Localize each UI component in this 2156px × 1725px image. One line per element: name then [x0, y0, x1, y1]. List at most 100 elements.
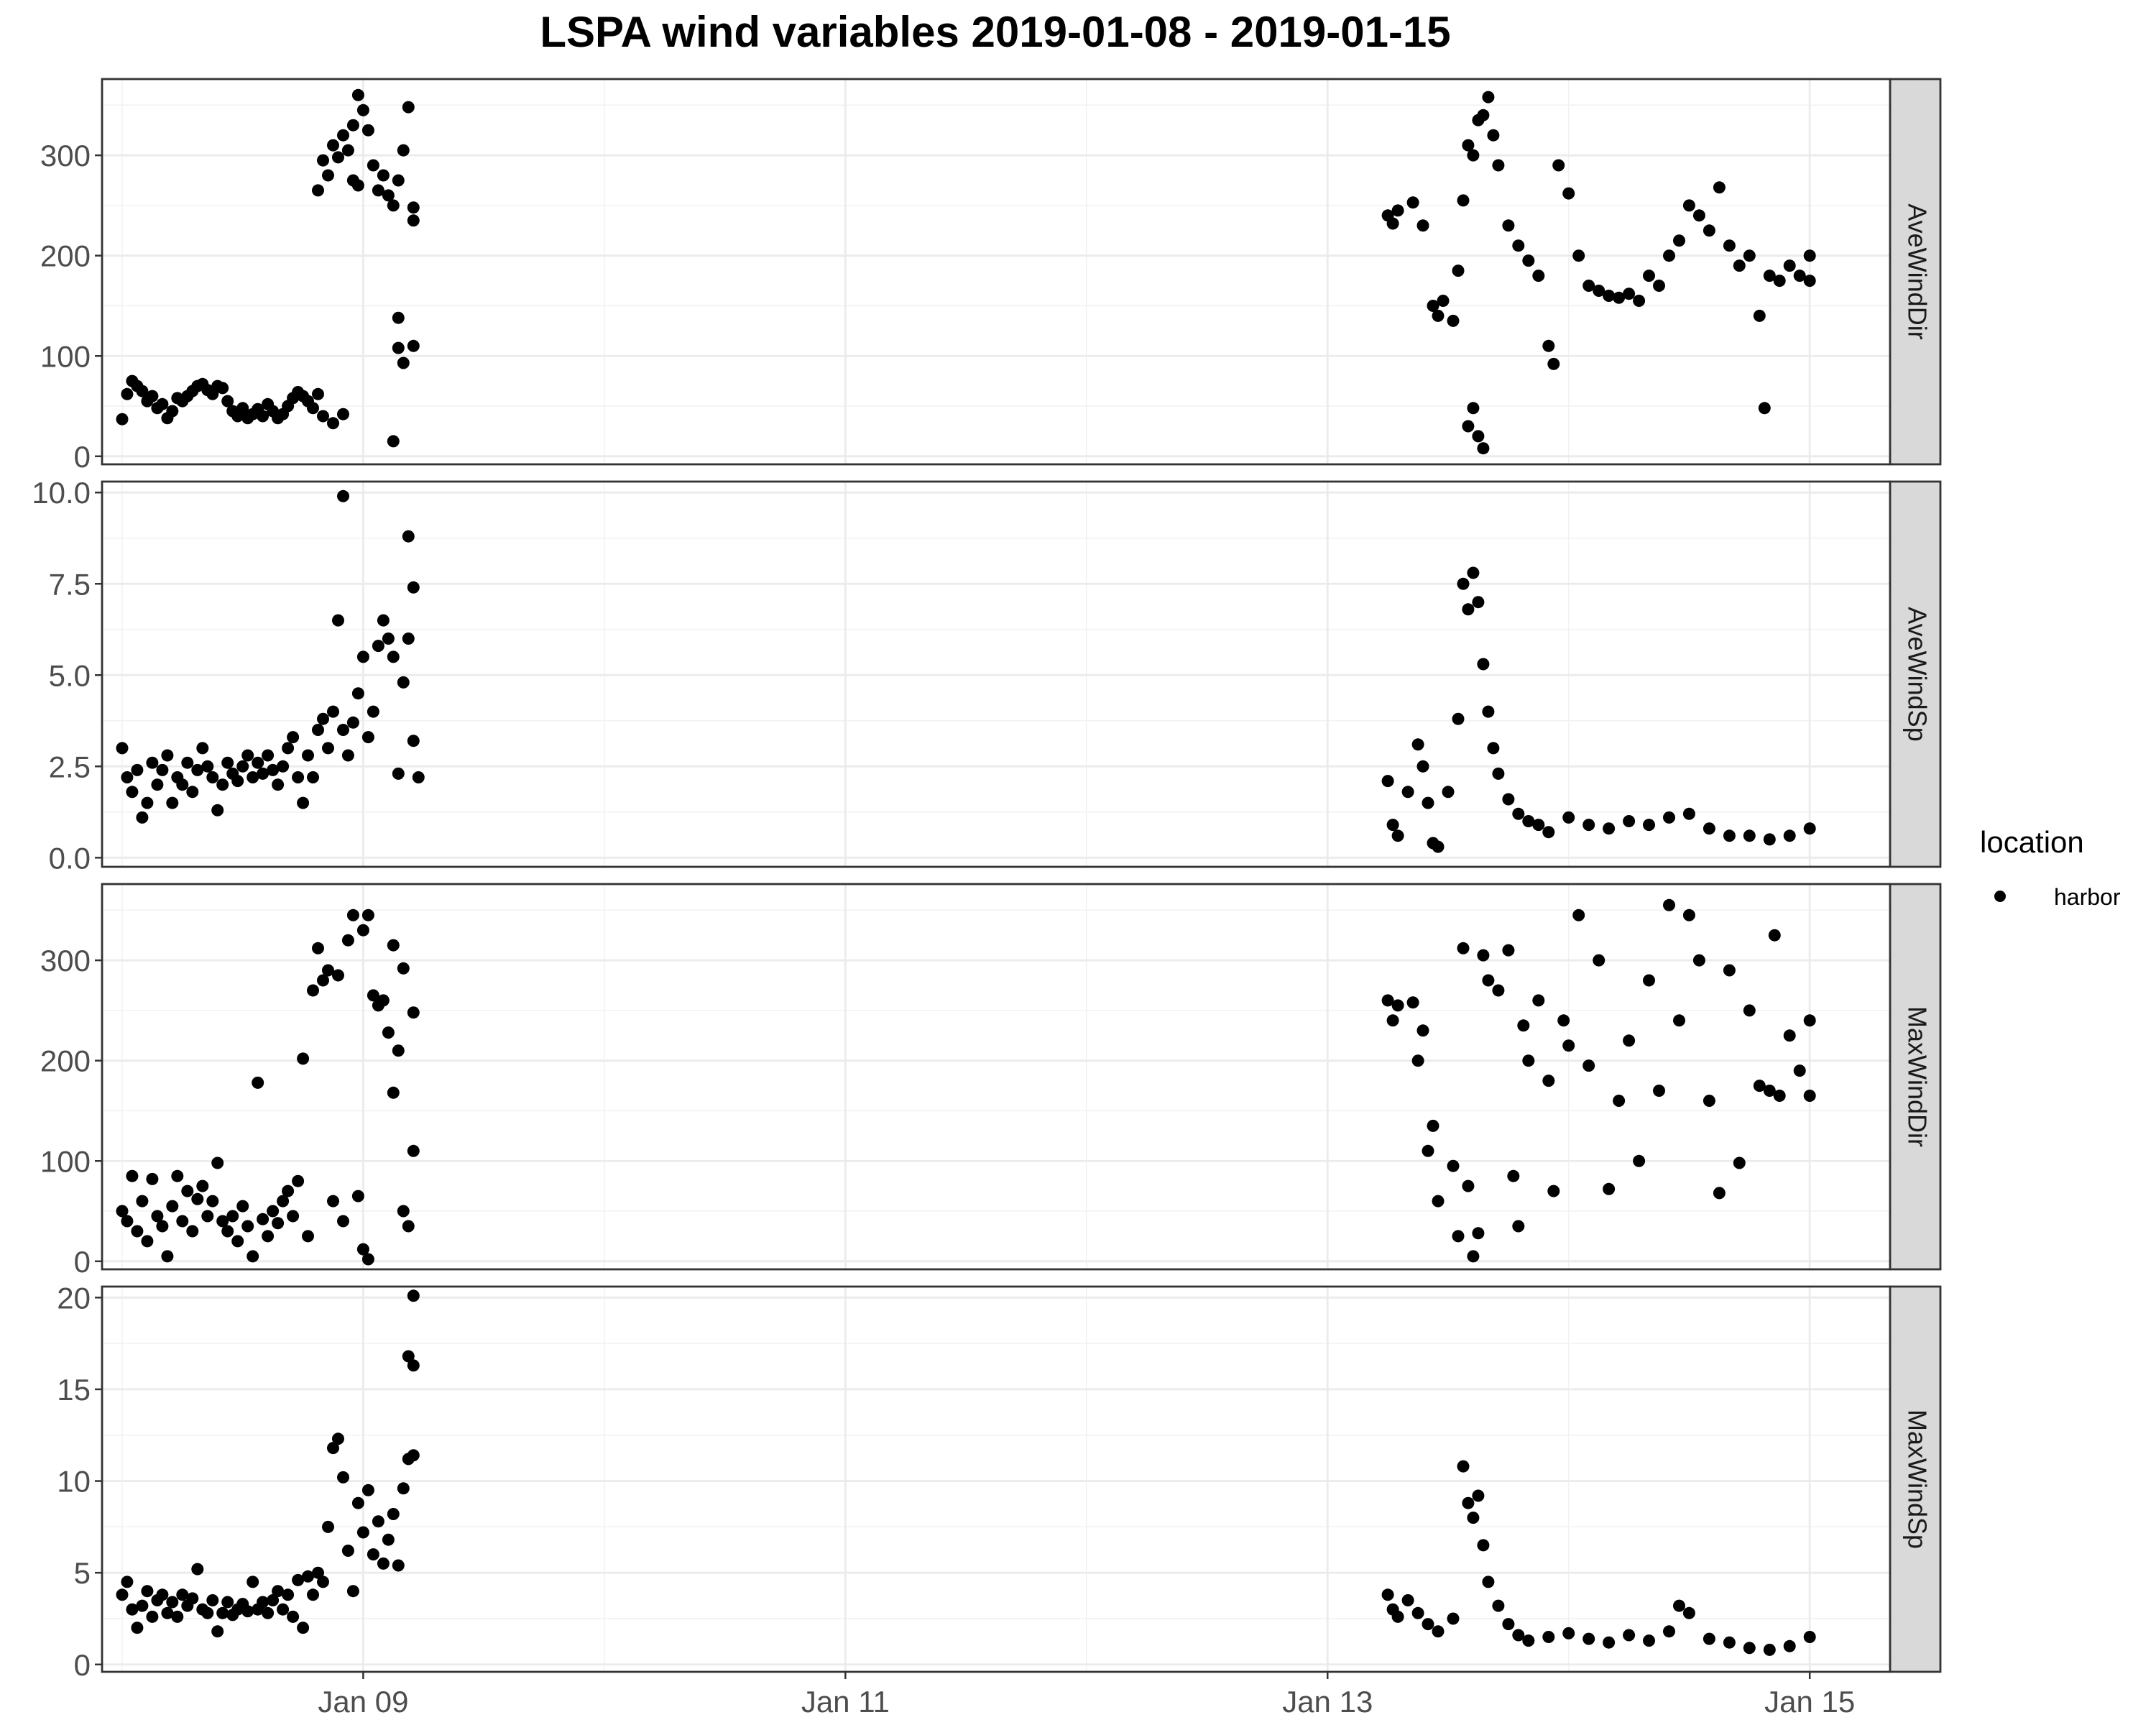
data-point	[407, 201, 420, 214]
data-point	[1432, 309, 1445, 322]
data-point	[1763, 833, 1776, 846]
data-point	[116, 1588, 129, 1601]
data-point	[1547, 357, 1560, 370]
data-point	[382, 1533, 395, 1546]
data-point	[146, 1610, 159, 1623]
data-point	[332, 969, 344, 982]
data-point	[196, 742, 209, 755]
data-point	[317, 712, 329, 725]
data-point	[327, 139, 339, 152]
data-point	[287, 1610, 300, 1623]
data-point	[307, 402, 319, 415]
data-point	[322, 742, 334, 755]
legend-title: location	[1980, 825, 2084, 859]
data-point	[1603, 822, 1616, 835]
data-point	[1663, 898, 1675, 911]
data-point	[1462, 420, 1475, 433]
data-point	[136, 1599, 149, 1612]
data-point	[1692, 954, 1705, 967]
data-point	[136, 811, 149, 824]
data-point	[317, 974, 329, 987]
data-point	[121, 1215, 134, 1228]
data-point	[1703, 1095, 1715, 1107]
data-point	[377, 614, 390, 627]
data-point	[1803, 1631, 1816, 1643]
data-point	[392, 1559, 405, 1572]
data-point	[1562, 1627, 1575, 1639]
data-point	[292, 771, 305, 783]
x-tick-label: Jan 11	[801, 1685, 890, 1719]
data-point	[1411, 738, 1424, 751]
data-point	[116, 742, 129, 755]
data-point	[1472, 1227, 1485, 1240]
data-point	[337, 489, 349, 502]
data-point	[282, 1588, 295, 1601]
data-point	[407, 581, 420, 594]
data-point	[341, 144, 354, 157]
scatter-points-MaxWindSp	[116, 1289, 1816, 1656]
data-point	[1437, 295, 1450, 307]
data-point	[1507, 1169, 1520, 1182]
data-point	[1793, 1064, 1806, 1077]
data-point	[356, 1243, 369, 1256]
data-point	[361, 1253, 374, 1266]
data-point	[1381, 994, 1394, 1007]
data-point	[351, 179, 364, 192]
legend-key-harbor	[1994, 891, 2006, 902]
data-point	[247, 1576, 259, 1588]
data-point	[1532, 819, 1545, 832]
data-point	[361, 908, 374, 921]
data-point	[211, 804, 224, 816]
data-point	[1723, 1636, 1736, 1649]
data-point	[367, 1548, 379, 1561]
data-point	[1763, 1643, 1776, 1656]
data-point	[1411, 1054, 1424, 1067]
data-point	[1532, 994, 1545, 1007]
data-point	[1452, 1230, 1465, 1243]
data-point	[236, 1200, 249, 1213]
data-point	[116, 413, 129, 426]
data-point	[1723, 964, 1736, 977]
data-point	[1512, 239, 1525, 252]
data-point	[1623, 288, 1636, 300]
data-point	[176, 778, 189, 791]
data-point	[201, 1210, 214, 1223]
data-point	[402, 632, 415, 645]
facet-strip-label: MaxWindSp	[1902, 1409, 1932, 1549]
data-point	[126, 1169, 139, 1182]
data-point	[397, 356, 410, 369]
data-point	[402, 1350, 415, 1363]
data-point	[1803, 1090, 1816, 1102]
data-point	[1391, 204, 1404, 217]
data-point	[392, 1044, 405, 1057]
data-point	[297, 1622, 310, 1634]
data-point	[1522, 815, 1535, 827]
data-point	[1758, 402, 1771, 415]
data-point	[407, 339, 420, 352]
data-point	[1502, 793, 1515, 806]
data-point	[136, 1195, 149, 1208]
data-point	[1547, 1184, 1560, 1197]
data-point	[156, 1220, 169, 1233]
data-point	[272, 1585, 285, 1598]
plot-background	[102, 1287, 1890, 1672]
data-point	[1562, 187, 1575, 200]
data-point	[1673, 1599, 1685, 1612]
data-point	[387, 435, 400, 448]
data-point	[1763, 1085, 1776, 1097]
data-point	[327, 705, 339, 718]
data-point	[236, 402, 249, 415]
data-point	[1391, 1610, 1404, 1623]
data-point	[1583, 1632, 1595, 1645]
data-point	[361, 1484, 374, 1496]
data-point	[201, 1606, 214, 1619]
data-point	[287, 731, 300, 744]
data-point	[1783, 829, 1796, 842]
data-point	[1401, 786, 1414, 799]
data-point	[387, 199, 400, 212]
data-point	[1457, 942, 1470, 954]
data-point	[1733, 259, 1746, 272]
data-point	[206, 1195, 219, 1208]
data-point	[171, 1169, 184, 1182]
data-point	[1803, 249, 1816, 262]
